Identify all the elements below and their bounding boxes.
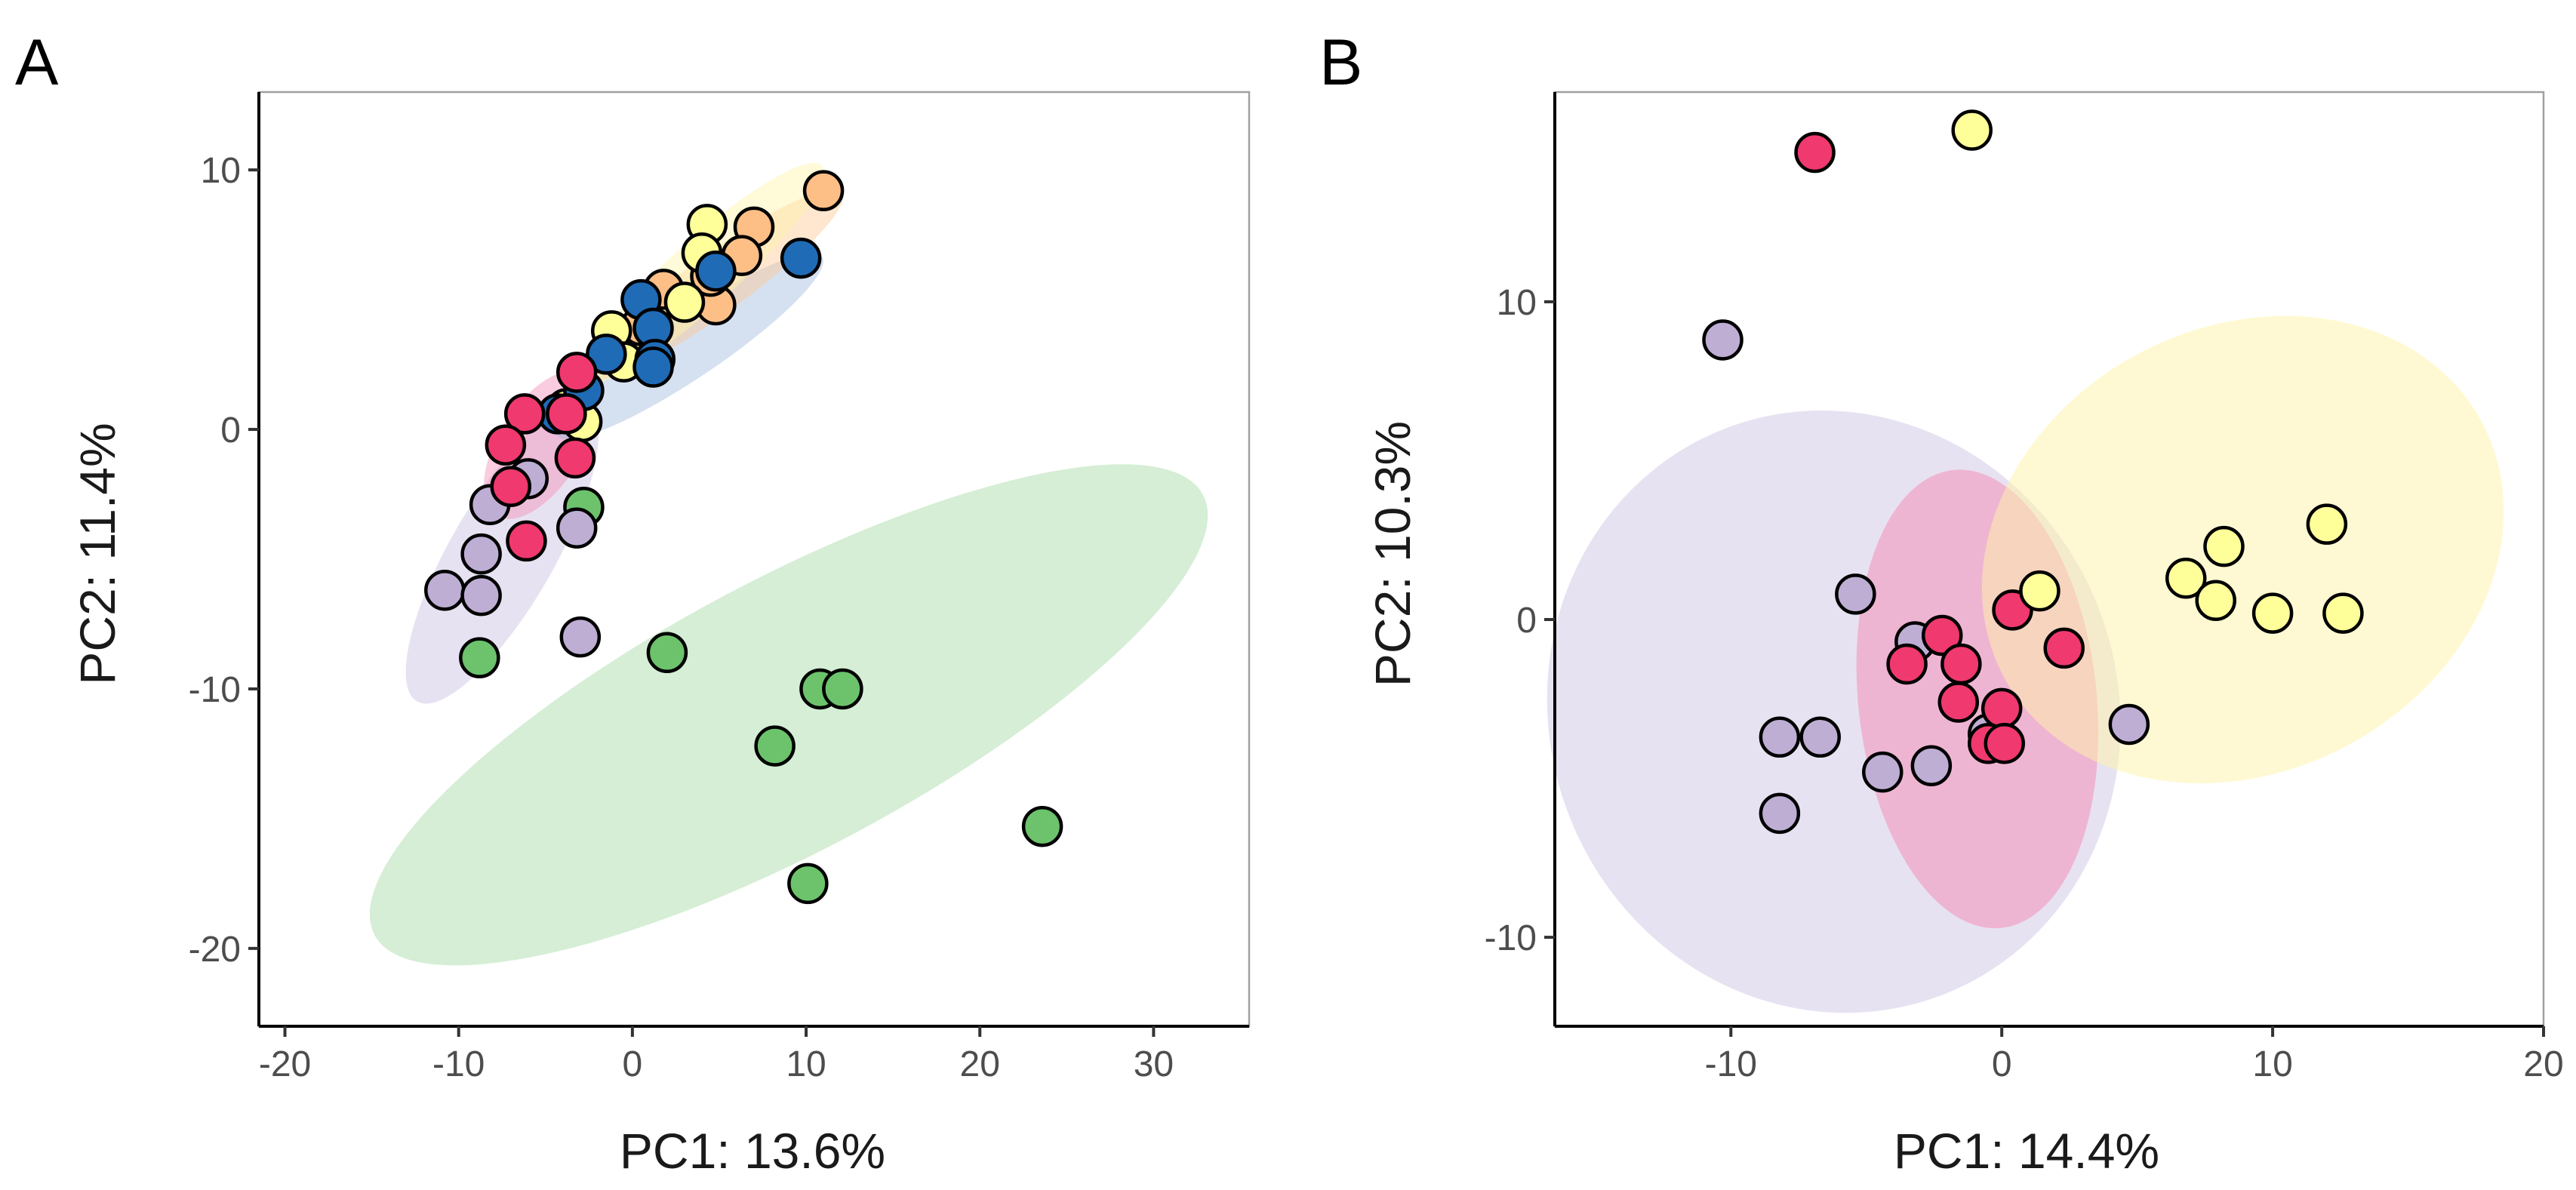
panel-b-point-pink — [1940, 643, 1982, 685]
panel-a-point-pink — [503, 393, 546, 435]
panel-b-point-yellow — [2322, 592, 2364, 634]
panel-b-point-yellow — [2165, 558, 2207, 599]
panel-a-x-tick-label: -20 — [259, 1044, 311, 1084]
panel-a-y-tick-label: 0 — [220, 411, 241, 450]
panel-a-point-green — [787, 863, 829, 905]
panel-a-y-tick-label: -20 — [189, 930, 241, 970]
panel-b-point-purple — [1862, 751, 1904, 793]
panel-a-point-pink — [546, 393, 587, 435]
panel-a-point-pink — [554, 437, 596, 479]
panel-a-point-pink — [490, 466, 532, 507]
panel-a-point-pink — [506, 520, 547, 562]
panel-b-y-tick-label: 0 — [1516, 601, 1537, 641]
panel-a-point-purple — [460, 533, 502, 575]
panel-a-point-blue — [695, 251, 737, 292]
panel-b-x-tick-label: 10 — [2252, 1044, 2292, 1084]
panel-b-x-tick-label: 20 — [2523, 1044, 2563, 1084]
panel-a-ellipse-purple — [405, 404, 599, 704]
panel-a-x-tick-label: 20 — [960, 1044, 1000, 1084]
panel-a-point-green — [754, 725, 796, 767]
panel-b-y-axis-label: PC2: 10.3% — [1365, 421, 1420, 687]
panel-a-point-blue — [780, 237, 822, 279]
panel-a-x-tick-label: -10 — [432, 1044, 485, 1084]
panel-b-point-pink — [1984, 722, 2026, 764]
panel-b-point-yellow — [2195, 580, 2236, 621]
panel-b-x-tick-label: 0 — [1992, 1044, 2012, 1084]
panel-b-point-pink — [1794, 131, 1836, 174]
panel-a-point-pink — [556, 352, 598, 393]
panel-a-point-blue — [586, 334, 627, 375]
panel-b-point-pink — [1921, 614, 1963, 656]
panel-a-point-purple — [460, 574, 502, 617]
panel-a-point-yellow — [663, 281, 706, 323]
panel-b-y-tick-label: -10 — [1485, 918, 1537, 958]
panel-a-x-tick-label: 30 — [1134, 1044, 1174, 1084]
panel-b-point-purple — [1759, 716, 1801, 758]
panel-a-point-green — [822, 668, 863, 710]
panel-b-point-purple — [1799, 716, 1841, 758]
panel-a-ellipse-blue — [556, 253, 823, 440]
panel-b-letter: B — [1319, 26, 1362, 99]
panel-a-point-green — [459, 637, 500, 678]
panel-a-plot-area: -20 -10 0 10 20 30 -20 -10 0 10 — [189, 91, 1251, 1084]
panel-b-pca-plot: B -10 0 10 20 -10 0 10 PC1: 14.4% PC2: 10.3% — [1319, 26, 2564, 1179]
panel-a-ellipse-green — [369, 464, 1208, 966]
panel-a-point-green — [646, 632, 688, 674]
panel-b-x-axis-label: PC1: 14.4% — [1894, 1123, 2159, 1179]
panel-b-point-purple — [2108, 703, 2150, 746]
panel-b-point-pink — [1886, 643, 1928, 685]
panel-a-y-tick-label: 10 — [201, 151, 241, 191]
panel-b-point-pink — [1980, 687, 2023, 730]
panel-a-pca-plot: A -20 -10 0 10 20 30 -20 -10 0 10 PC1: 13.6% PC2:… — [15, 26, 1251, 1179]
panel-a-point-blue — [632, 346, 674, 388]
panel-a-x-tick-label: 10 — [786, 1044, 826, 1084]
panel-b-point-yellow — [1951, 109, 1993, 151]
panel-a-x-tick-label: 0 — [623, 1044, 643, 1084]
panel-a-y-axis-label: PC2: 11.4% — [69, 423, 125, 684]
panel-a-point-purple — [559, 616, 602, 658]
panel-a-point-purple — [424, 570, 466, 611]
panel-b-point-yellow — [2203, 525, 2245, 567]
panel-a-y-tick-label: -10 — [189, 670, 241, 710]
panel-a-point-pink — [485, 424, 527, 466]
panel-b-point-yellow — [2019, 570, 2060, 612]
panel-b-point-purple — [1702, 319, 1743, 361]
panel-a-point-purple — [556, 507, 598, 549]
panel-b-y-tick-label: 10 — [1497, 283, 1537, 323]
panel-b-point-pink — [2043, 627, 2085, 669]
panel-b-point-purple — [1910, 745, 1953, 786]
panel-a-point-orange — [802, 170, 845, 211]
panel-b-point-purple — [1835, 573, 1876, 615]
panel-b-x-tick-label: -10 — [1705, 1044, 1757, 1084]
panel-b-point-yellow — [2306, 503, 2348, 545]
panel-b-plot-area: -10 0 10 20 -10 0 10 — [1485, 91, 2564, 1084]
panel-a-letter: A — [15, 26, 59, 99]
panel-a-x-axis-label: PC1: 13.6% — [620, 1123, 885, 1179]
panel-b-point-purple — [1759, 792, 1801, 835]
panel-b-point-pink — [1937, 681, 1980, 723]
panel-b-point-yellow — [2251, 592, 2294, 634]
panel-a-point-green — [1021, 805, 1063, 847]
